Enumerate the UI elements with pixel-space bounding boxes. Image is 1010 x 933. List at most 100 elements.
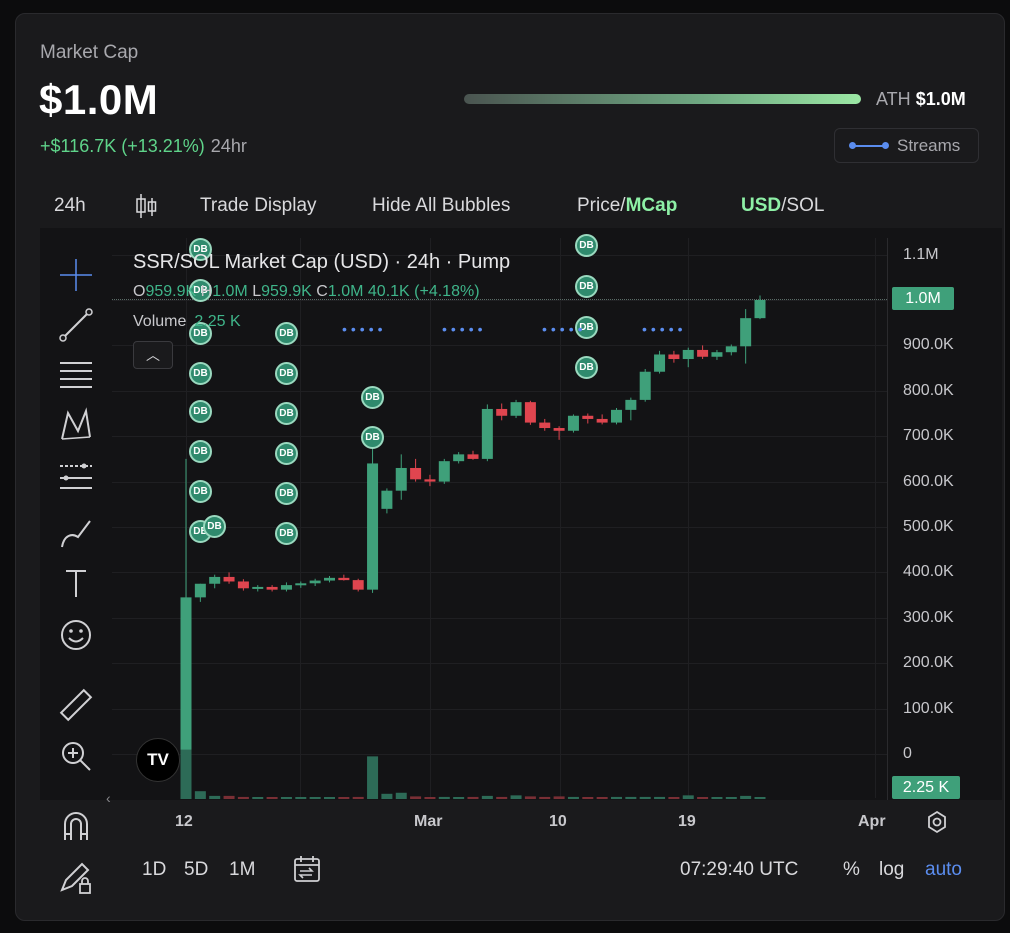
candle[interactable] — [467, 450, 479, 460]
trade-bubble[interactable]: DB — [575, 316, 598, 339]
candle[interactable] — [266, 585, 278, 592]
utc-time[interactable]: 07:29:40 UTC — [680, 859, 799, 880]
price-mcap-toggle[interactable]: Price/MCap — [577, 195, 677, 217]
candle[interactable] — [194, 583, 206, 602]
interval-selector[interactable]: 24h — [54, 195, 86, 216]
volume-bar — [324, 797, 335, 799]
candle[interactable] — [567, 414, 579, 433]
candle[interactable] — [596, 414, 608, 425]
candlestick-icon[interactable] — [134, 192, 158, 220]
price-axis-tick: 500.0K — [903, 518, 954, 535]
candle[interactable] — [395, 454, 407, 500]
trade-bubble[interactable]: DB — [275, 522, 298, 545]
brush-icon[interactable] — [58, 515, 94, 551]
candle[interactable] — [668, 350, 680, 363]
candle[interactable] — [510, 399, 522, 419]
candle[interactable] — [711, 349, 723, 360]
crosshair-icon[interactable] — [58, 257, 94, 293]
trade-bubble[interactable]: DB — [575, 356, 598, 379]
candle[interactable] — [180, 458, 192, 754]
log-scale-button[interactable]: log — [879, 859, 905, 880]
candle[interactable] — [424, 474, 436, 487]
candle[interactable] — [654, 350, 666, 374]
candle[interactable] — [280, 582, 292, 592]
candle[interactable] — [697, 345, 709, 360]
candle[interactable] — [740, 309, 752, 364]
candle[interactable] — [338, 574, 350, 581]
trade-bubble[interactable]: DB — [189, 322, 212, 345]
trade-bubble[interactable]: DB — [275, 402, 298, 425]
emoji-icon[interactable] — [58, 617, 94, 653]
streams-button[interactable]: Streams — [834, 128, 979, 163]
candle-body — [625, 399, 637, 410]
candle[interactable] — [639, 369, 651, 402]
candle[interactable] — [209, 574, 221, 589]
collapse-legend-button[interactable]: ︿ — [133, 341, 173, 369]
trade-bubble[interactable]: DB — [189, 279, 212, 302]
candle[interactable] — [539, 418, 551, 431]
candle[interactable] — [682, 347, 694, 368]
pattern-icon[interactable] — [58, 407, 94, 443]
trade-bubble[interactable]: DB — [275, 482, 298, 505]
candle[interactable] — [625, 397, 637, 421]
trade-display-button[interactable]: Trade Display — [200, 195, 317, 216]
settings-icon[interactable] — [925, 810, 949, 834]
trade-bubble[interactable]: DB — [361, 386, 384, 409]
auto-scale-button[interactable]: auto — [925, 859, 962, 880]
candle[interactable] — [223, 572, 235, 584]
candle[interactable] — [553, 426, 565, 440]
trade-bubble[interactable]: DB — [575, 234, 598, 257]
candle[interactable] — [754, 295, 766, 320]
tradingview-logo[interactable]: TV — [136, 738, 180, 782]
trade-bubble[interactable]: DB — [575, 275, 598, 298]
trade-bubble[interactable]: DB — [203, 515, 226, 538]
candle[interactable] — [309, 578, 321, 587]
ruler-icon[interactable] — [58, 688, 94, 724]
scroll-left-icon[interactable]: ‹ — [106, 790, 111, 806]
volume-bar — [352, 796, 364, 799]
hide-bubbles-button[interactable]: Hide All Bubbles — [372, 195, 511, 216]
candle[interactable] — [453, 452, 465, 464]
trade-bubble[interactable]: DB — [189, 440, 212, 463]
candle[interactable] — [438, 458, 450, 484]
candle[interactable] — [611, 408, 622, 425]
candle[interactable] — [295, 581, 307, 588]
candle[interactable] — [324, 576, 335, 583]
candle-body — [252, 586, 264, 589]
zoom-in-icon[interactable] — [58, 738, 94, 774]
range-5d-button[interactable]: 5D — [184, 859, 209, 880]
trade-bubble[interactable]: DB — [275, 362, 298, 385]
date-range-icon[interactable] — [292, 855, 322, 883]
candle[interactable] — [582, 413, 594, 424]
text-tool-icon[interactable] — [58, 565, 94, 601]
horizontal-lines-icon[interactable] — [58, 357, 94, 393]
trade-bubble[interactable]: DB — [189, 480, 212, 503]
candle[interactable] — [381, 488, 393, 514]
grid-line-horizontal — [112, 527, 887, 528]
candle[interactable] — [496, 403, 508, 421]
candle[interactable] — [352, 578, 364, 592]
trend-line-icon[interactable] — [58, 307, 94, 343]
candle[interactable] — [410, 458, 422, 482]
grid-line-vertical — [430, 238, 431, 798]
candle[interactable] — [524, 400, 536, 425]
trade-bubble[interactable]: DB — [361, 426, 384, 449]
candle[interactable] — [237, 579, 249, 591]
trade-bubble[interactable]: DB — [275, 442, 298, 465]
trade-bubble[interactable]: DB — [189, 400, 212, 423]
range-1d-button[interactable]: 1D — [142, 859, 167, 880]
trade-bubble[interactable]: DB — [275, 322, 298, 345]
trade-bubble[interactable]: DB — [189, 238, 212, 261]
currency-toggle[interactable]: USD/SOL — [741, 195, 824, 217]
fib-retracement-icon[interactable] — [58, 460, 94, 496]
candle[interactable] — [367, 445, 379, 593]
percent-scale-button[interactable]: % — [843, 859, 860, 880]
range-1m-button[interactable]: 1M — [229, 859, 256, 880]
trade-bubble[interactable]: DB — [189, 362, 212, 385]
lock-drawing-icon[interactable] — [58, 860, 94, 896]
candle[interactable] — [252, 585, 264, 592]
candle[interactable] — [725, 344, 737, 356]
magnet-icon[interactable] — [58, 808, 94, 844]
candle[interactable] — [481, 404, 493, 462]
